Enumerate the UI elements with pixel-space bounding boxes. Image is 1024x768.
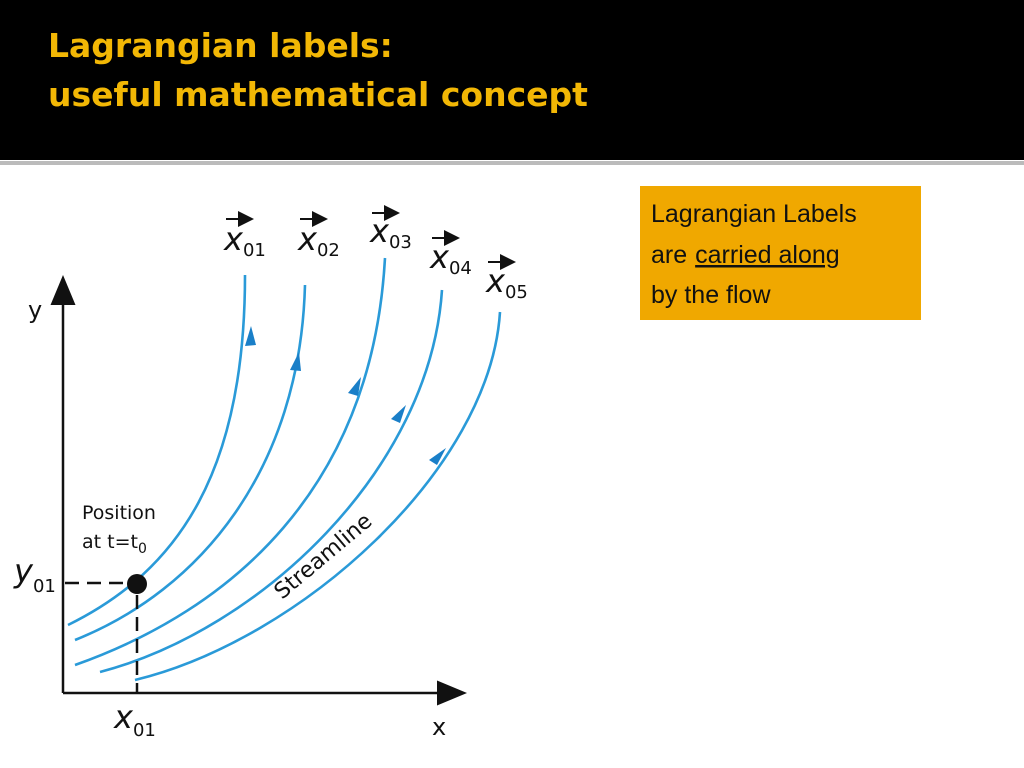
position-note: Position bbox=[82, 502, 156, 524]
note-base: at t=t bbox=[82, 531, 138, 553]
streamline-label: x04 bbox=[429, 238, 472, 279]
label-base: x bbox=[297, 220, 318, 258]
flow-arrow bbox=[245, 326, 256, 346]
flow-arrow bbox=[429, 448, 446, 465]
origin-x-label: x01 bbox=[113, 698, 156, 741]
callout-text: are carried along bbox=[651, 241, 840, 269]
label-sub: 03 bbox=[389, 232, 412, 253]
label-sub: 02 bbox=[317, 240, 340, 261]
callout-text: are bbox=[651, 241, 687, 269]
header-rule bbox=[0, 161, 1024, 165]
flow-arrow bbox=[391, 405, 406, 423]
x-axis-label: x bbox=[432, 713, 446, 741]
label-sub: 04 bbox=[449, 258, 472, 279]
callout-underlined: carried along bbox=[695, 241, 840, 269]
label-sub: 01 bbox=[33, 576, 56, 597]
streamline bbox=[134, 311, 502, 682]
callout-box bbox=[640, 186, 921, 320]
flow-arrow bbox=[348, 377, 361, 396]
note-sub: 0 bbox=[138, 541, 147, 557]
label-sub: 01 bbox=[133, 720, 156, 741]
streamline-labels: x01 x02 x03 x04 x05 bbox=[223, 205, 528, 303]
label-base: x bbox=[429, 238, 450, 276]
label-base: x bbox=[369, 212, 390, 250]
origin-y-label: y01 bbox=[13, 552, 56, 597]
streamline bbox=[74, 257, 387, 667]
streamline bbox=[99, 289, 444, 674]
label-sub: 01 bbox=[243, 240, 266, 261]
title-line: Lagrangian labels: bbox=[48, 26, 393, 65]
title-line: useful mathematical concept bbox=[48, 75, 588, 114]
header-band bbox=[0, 0, 1024, 160]
label-base: x bbox=[223, 220, 244, 258]
label-sub: 05 bbox=[505, 282, 528, 303]
y-axis-label: y bbox=[28, 296, 42, 324]
label-base: x bbox=[485, 262, 506, 300]
streamline-label: x03 bbox=[369, 212, 412, 253]
label-base: y bbox=[13, 552, 34, 590]
callout-text: by the flow bbox=[651, 281, 771, 309]
position-note: at t=t0 bbox=[82, 531, 147, 557]
streamline-label: x05 bbox=[485, 262, 528, 303]
particle bbox=[127, 574, 147, 594]
streamline-label: x01 bbox=[223, 220, 266, 261]
flow-arrow bbox=[290, 352, 301, 371]
streamline bbox=[67, 274, 247, 627]
callout-text: Lagrangian Labels bbox=[651, 200, 857, 228]
label-base: x bbox=[113, 698, 134, 736]
streamline-label: x02 bbox=[297, 220, 340, 261]
